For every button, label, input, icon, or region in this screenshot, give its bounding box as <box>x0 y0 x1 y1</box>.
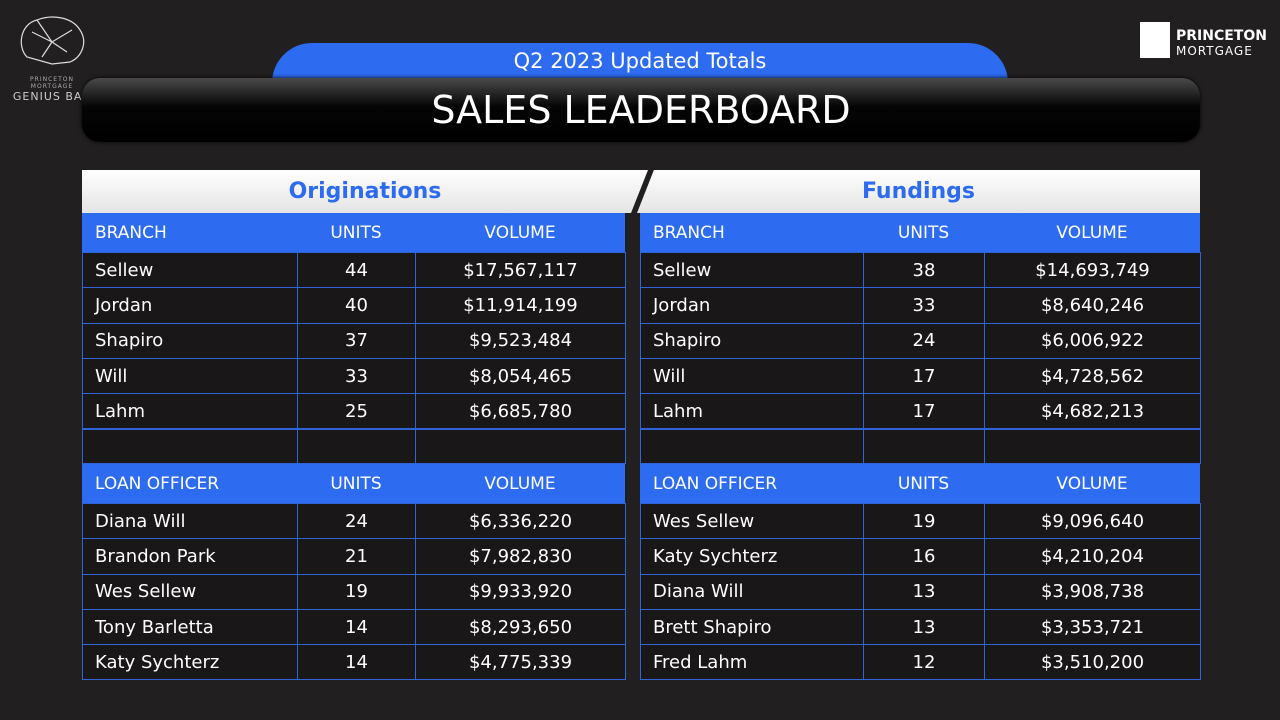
table-cell: Diana Will <box>640 573 864 610</box>
header-cell: BRANCH <box>640 213 863 252</box>
table-cell: $6,336,220 <box>415 503 626 540</box>
table-cell: 13 <box>863 608 985 646</box>
subtitle-tab: Q2 2023 Updated Totals <box>272 43 1008 83</box>
header-cell: VOLUME <box>415 464 625 503</box>
table-cell: 17 <box>863 357 985 395</box>
panel-title: Originations <box>82 170 648 213</box>
table-cell: Will <box>82 357 298 395</box>
table-cell: $17,567,117 <box>415 252 626 289</box>
panel-title: Fundings <box>637 170 1200 213</box>
header-cell: VOLUME <box>984 213 1200 252</box>
header-cell: LOAN OFFICER <box>82 464 297 503</box>
table-cell: $9,933,920 <box>415 573 626 610</box>
table-cell: 44 <box>297 252 416 289</box>
logo-line2: GENIUS BAR <box>12 90 92 103</box>
table-cell: 14 <box>297 608 416 646</box>
table-cell: Katy Sychterz <box>82 644 298 681</box>
table-cell: 25 <box>297 393 416 430</box>
table-cell: $4,210,204 <box>984 538 1201 575</box>
table-cell: $6,006,922 <box>984 322 1201 359</box>
table-cell: $9,523,484 <box>415 322 626 359</box>
table-cell: 13 <box>863 573 985 610</box>
table-cell: 12 <box>863 644 985 681</box>
logo-line1: PRINCETON <box>1176 28 1267 44</box>
table-cell: 19 <box>863 503 985 540</box>
table-cell: $3,908,738 <box>984 573 1201 610</box>
empty-cell <box>82 428 298 464</box>
empty-cell <box>863 428 985 464</box>
table-cell: $3,510,200 <box>984 644 1201 681</box>
header-cell: UNITS <box>863 464 984 503</box>
table-cell: Shapiro <box>640 322 864 359</box>
table-cell: 38 <box>863 252 985 289</box>
header-cell: UNITS <box>863 213 984 252</box>
table-cell: 24 <box>297 503 416 540</box>
table-cell: $11,914,199 <box>415 287 626 324</box>
title-bar: SALES LEADERBOARD <box>82 78 1200 142</box>
table-cell: $4,682,213 <box>984 393 1201 430</box>
empty-cell <box>297 428 416 464</box>
table-cell: $8,640,246 <box>984 287 1201 324</box>
table-cell: Lahm <box>82 393 298 430</box>
logo-left: PRINCETON MORTGAGE GENIUS BAR <box>12 12 92 103</box>
table-cell: $6,685,780 <box>415 393 626 430</box>
table-cell: Diana Will <box>82 503 298 540</box>
header-cell: LOAN OFFICER <box>640 464 863 503</box>
logo-line2: MORTGAGE <box>1176 44 1253 58</box>
table-cell: 16 <box>863 538 985 575</box>
empty-cell <box>415 428 626 464</box>
table-cell: Brandon Park <box>82 538 298 575</box>
table-cell: $8,054,465 <box>415 357 626 395</box>
header-cell: VOLUME <box>984 464 1200 503</box>
table-cell: 33 <box>297 357 416 395</box>
table-cell: 40 <box>297 287 416 324</box>
table-cell: $4,728,562 <box>984 357 1201 395</box>
logo-mark <box>1140 22 1170 58</box>
brain-icon <box>20 16 85 65</box>
table-cell: Sellew <box>640 252 864 289</box>
table-cell: Wes Sellew <box>82 573 298 610</box>
table-cell: Katy Sychterz <box>640 538 864 575</box>
table-cell: 14 <box>297 644 416 681</box>
table-cell: $7,982,830 <box>415 538 626 575</box>
table-cell: $3,353,721 <box>984 608 1201 646</box>
table-cell: $9,096,640 <box>984 503 1201 540</box>
table-cell: Lahm <box>640 393 864 430</box>
table-cell: 19 <box>297 573 416 610</box>
table-cell: Shapiro <box>82 322 298 359</box>
table-cell: 17 <box>863 393 985 430</box>
table-cell: Brett Shapiro <box>640 608 864 646</box>
table-cell: Sellew <box>82 252 298 289</box>
table-cell: Tony Barletta <box>82 608 298 646</box>
table-cell: $4,775,339 <box>415 644 626 681</box>
empty-cell <box>984 428 1201 464</box>
header-cell: VOLUME <box>415 213 625 252</box>
table-cell: 24 <box>863 322 985 359</box>
table-cell: Fred Lahm <box>640 644 864 681</box>
table-cell: Wes Sellew <box>640 503 864 540</box>
table-cell: Will <box>640 357 864 395</box>
table-cell: $14,693,749 <box>984 252 1201 289</box>
table-cell: 37 <box>297 322 416 359</box>
table-cell: Jordan <box>82 287 298 324</box>
header-cell: UNITS <box>297 464 415 503</box>
header-cell: BRANCH <box>82 213 297 252</box>
table-cell: $8,293,650 <box>415 608 626 646</box>
logo-right: PRINCETON MORTGAGE <box>1140 22 1270 62</box>
empty-cell <box>640 428 864 464</box>
table-cell: Jordan <box>640 287 864 324</box>
logo-line1: PRINCETON MORTGAGE <box>30 76 74 90</box>
header-cell: UNITS <box>297 213 415 252</box>
table-cell: 33 <box>863 287 985 324</box>
table-cell: 21 <box>297 538 416 575</box>
